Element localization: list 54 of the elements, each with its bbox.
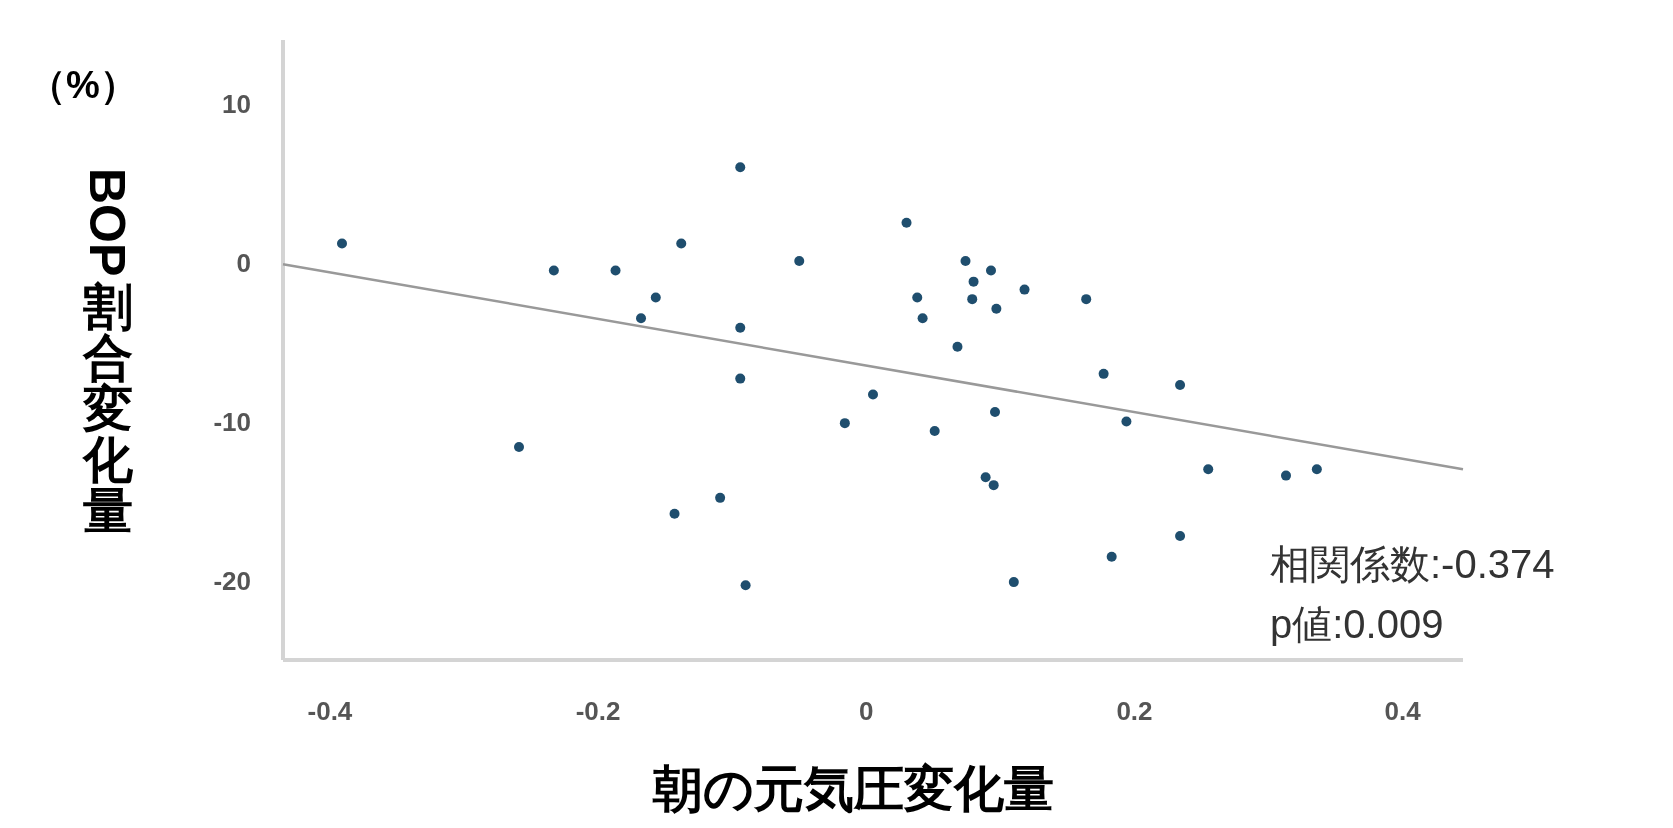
point <box>1019 284 1030 295</box>
point <box>669 508 680 519</box>
point <box>735 322 746 333</box>
annotation: 相関係数:-0.374 <box>1270 542 1555 586</box>
point <box>991 303 1002 314</box>
y-tick-label: -10 <box>213 406 251 437</box>
point <box>1121 416 1132 427</box>
annotation: p値:0.009 <box>1270 602 1444 646</box>
point <box>1106 551 1117 562</box>
point <box>986 265 996 276</box>
point <box>1311 464 1322 475</box>
point <box>715 492 726 503</box>
point <box>980 472 991 483</box>
point <box>952 341 963 352</box>
point <box>990 407 1001 417</box>
point <box>337 238 347 249</box>
point <box>514 441 524 452</box>
point <box>968 276 979 287</box>
y-tick-label: 10 <box>222 88 251 119</box>
text: （%） <box>28 64 138 106</box>
point <box>929 426 940 437</box>
point <box>1203 464 1214 475</box>
point <box>740 580 751 591</box>
point <box>901 217 912 228</box>
x-tick-label: 0.4 <box>1384 696 1422 726</box>
point <box>1081 294 1092 305</box>
y-tick-label: -20 <box>213 565 251 596</box>
point <box>676 238 687 249</box>
point <box>735 162 746 173</box>
point <box>1008 577 1019 588</box>
point <box>868 389 878 400</box>
point <box>1175 379 1186 390</box>
point <box>650 292 661 303</box>
y-axis-title: BOP割合変化量 <box>79 168 135 539</box>
point <box>1098 368 1109 379</box>
x-tick-label: -0.4 <box>307 696 353 726</box>
point <box>1281 470 1291 481</box>
point <box>960 255 971 266</box>
point <box>1175 531 1186 541</box>
point <box>548 265 559 276</box>
point <box>917 313 928 324</box>
point <box>636 313 647 324</box>
y-tick-label: 0 <box>236 247 251 278</box>
point <box>988 480 999 491</box>
point <box>735 373 746 384</box>
point <box>912 292 923 303</box>
point <box>967 294 978 305</box>
x-axis-title: 朝の元気圧変化量 <box>651 761 1054 817</box>
point <box>794 255 805 266</box>
point <box>610 265 621 276</box>
point <box>839 418 850 429</box>
x-tick-label: 0.2 <box>1116 696 1153 726</box>
x-tick-label: -0.2 <box>575 696 621 726</box>
x-tick-label: 0 <box>859 696 874 726</box>
